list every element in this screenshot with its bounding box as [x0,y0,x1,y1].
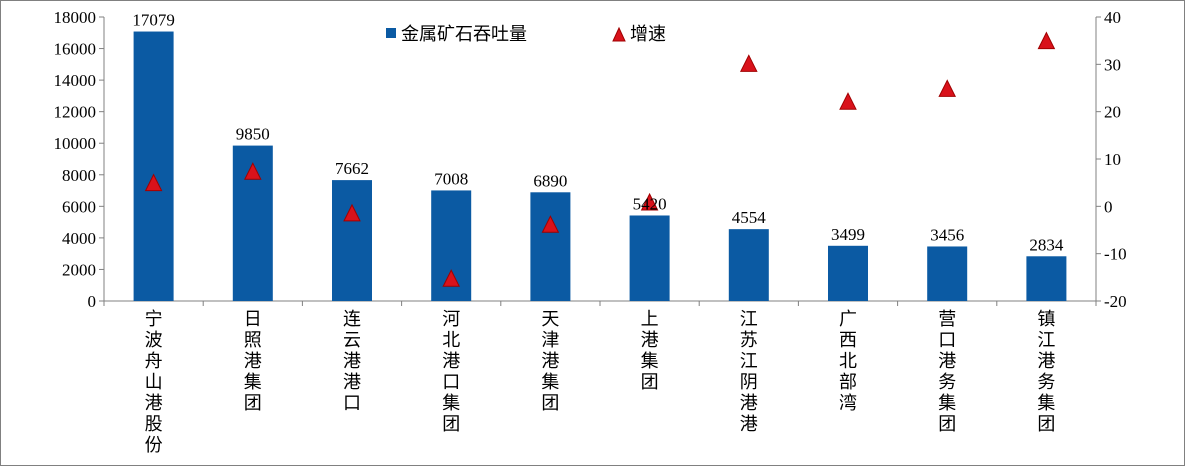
left-tick-label: 2000 [62,260,96,279]
growth-marker [839,92,857,110]
growth-marker [243,162,262,180]
right-tick-label: 20 [1104,103,1121,122]
legend-swatch-bar [386,28,396,38]
bar [1026,256,1067,301]
legend-label-bar: 金属矿石吞吐量 [401,24,527,45]
category-label: 上港集团 [641,309,659,393]
left-tick-label: 6000 [62,197,96,216]
right-tick-label: 40 [1104,8,1121,27]
growth-marker [541,215,560,233]
data-label: 9850 [236,125,270,144]
data-label: 7662 [335,159,369,178]
category-labels: 宁波舟山港股份 日照港集团 连云港港口 河北港口集团 天津港集团 上港集团 江苏江阴港港 广西… [145,309,1056,456]
left-tick-label: 10000 [54,134,97,153]
right-tick-label: 30 [1104,55,1121,74]
growth-marker [739,54,758,72]
growth-marker [144,173,163,192]
left-tick-label: 16000 [54,40,97,59]
axes: 0 2000 4000 6000 8000 10000 12000 14000 16000 180… [54,8,1127,311]
growth-marker [1037,31,1056,50]
data-label: 7008 [434,169,468,188]
data-label: 17079 [132,11,175,30]
legend: 金属矿石吞吐量 增速 [386,24,666,45]
data-label: 2834 [1029,235,1064,254]
left-tick-label: 0 [88,292,97,311]
growth-marker [640,192,659,211]
bar [629,215,670,301]
data-labels: 17079 9850 7662 7008 6890 5420 4554 3499 3456 283… [132,11,1064,255]
bar-series [133,31,1067,301]
growth-marker [938,79,957,97]
category-label: 宁波舟山港股份 [145,309,163,456]
left-tick-label: 12000 [54,103,97,122]
data-label: 6890 [533,171,567,190]
category-label: 镇江港务集团 [1037,309,1055,435]
bar [530,192,571,301]
bar [828,245,868,301]
data-label: 3499 [831,225,865,244]
bar [728,229,769,301]
left-tick-label: 4000 [62,229,96,248]
data-label: 5420 [633,194,667,213]
category-label: 江苏江阴港港 [740,309,758,435]
data-label: 4554 [732,208,767,227]
bar [332,180,372,301]
right-tick-label: 10 [1104,150,1121,169]
category-label: 河北港口集团 [442,309,460,435]
left-tick-label: 8000 [62,166,96,185]
legend-label-growth: 增速 [630,24,666,45]
right-tick-label: -10 [1104,245,1127,264]
growth-markers [144,31,1056,287]
category-label: 营口港务集团 [938,309,956,435]
left-tick-label: 14000 [54,71,97,90]
bar [133,31,174,301]
right-tick-label: 0 [1104,197,1113,216]
right-tick-label: -20 [1104,292,1127,311]
category-label: 天津港集团 [541,309,559,414]
bar [927,246,968,301]
category-label: 广西北部湾 [839,309,857,414]
growth-marker [442,269,461,287]
data-label: 3456 [930,225,964,244]
legend-swatch-triangle [612,26,626,42]
growth-marker [343,203,361,222]
category-label: 连云港港口 [343,309,361,414]
left-tick-label: 18000 [54,8,97,27]
category-label: 日照港集团 [244,309,262,414]
